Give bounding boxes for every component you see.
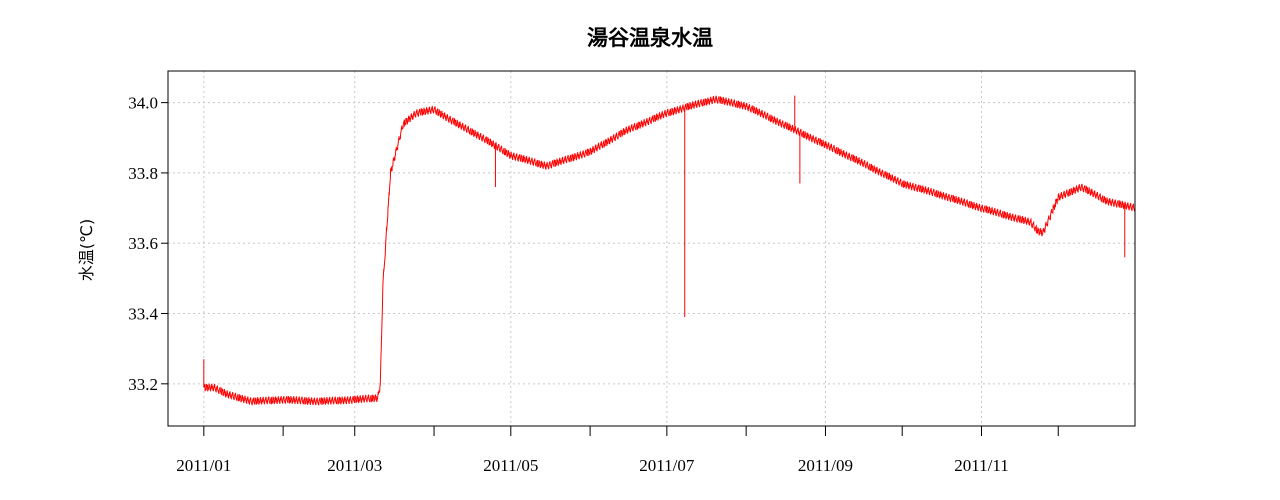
y-tick-label: 33.8 <box>128 164 158 183</box>
x-tick-label: 2011/07 <box>639 456 695 475</box>
series-layer <box>203 95 1136 406</box>
y-tick-label: 33.2 <box>128 375 158 394</box>
x-tick-label: 2011/01 <box>176 456 231 475</box>
chart-title: 湯谷温泉水温 <box>587 25 713 50</box>
x-tick-label: 2011/11 <box>954 456 1008 475</box>
y-tick-label: 33.4 <box>128 305 158 324</box>
y-tick-label: 33.6 <box>128 234 158 253</box>
y-axis: 33.2 33.4 33.6 33.8 34.0 <box>128 94 168 394</box>
y-tick-label: 34.0 <box>128 94 158 113</box>
x-tick-label: 2011/05 <box>483 456 538 475</box>
series-line <box>203 95 1136 406</box>
x-axis: 2011/01 2011/03 2011/05 2011/07 2011/09 2011/… <box>176 426 1059 475</box>
x-tick-label: 2011/03 <box>327 456 382 475</box>
x-tick-label: 2011/09 <box>798 456 853 475</box>
plot-frame <box>167 70 1136 427</box>
y-axis-label: 水温(℃) <box>77 219 96 281</box>
grid-lines <box>168 71 1135 426</box>
